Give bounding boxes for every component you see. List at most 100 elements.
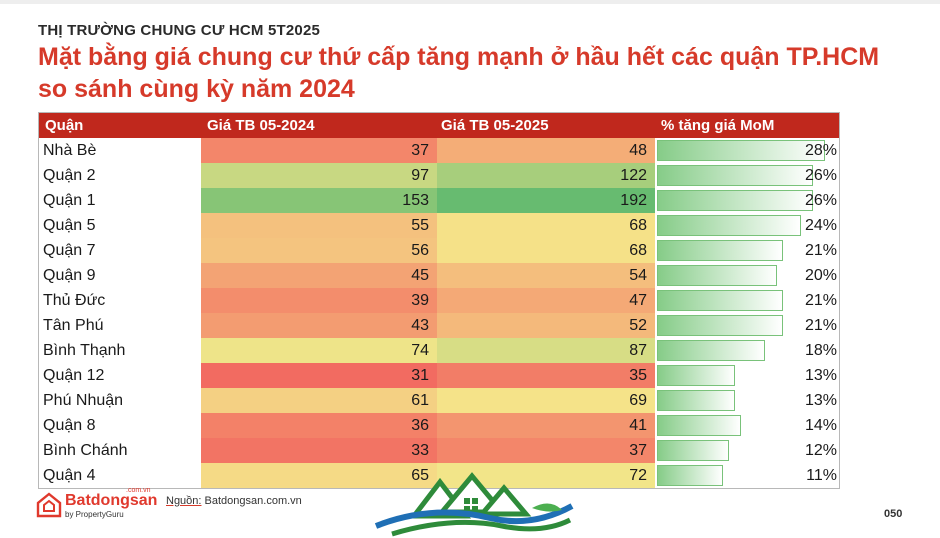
growth-label: 28%: [804, 142, 837, 159]
growth-bar: [657, 440, 729, 461]
report-title: Mặt bằng giá chung cư thứ cấp tăng mạnh …: [38, 41, 879, 105]
growth-label: 24%: [804, 217, 837, 234]
growth-cell: 21%: [655, 313, 839, 338]
growth-cell: 20%: [655, 263, 839, 288]
growth-bar: [657, 365, 735, 386]
growth-bar: [657, 165, 813, 186]
growth-label: 26%: [804, 192, 837, 209]
page-number: 050: [884, 508, 903, 520]
growth-cell: 21%: [655, 238, 839, 263]
growth-label: 14%: [804, 417, 837, 434]
growth-cell: 14%: [655, 413, 839, 438]
growth-label: 18%: [804, 342, 837, 359]
district-cell: Thủ Đức: [39, 288, 201, 313]
table-row: Quận 5 55 68 24%: [39, 213, 839, 238]
growth-label: 21%: [804, 292, 837, 309]
table-row: Nhà Bè 37 48 28%: [39, 138, 839, 163]
district-cell: Tân Phú: [39, 313, 201, 338]
table-body: Nhà Bè 37 48 28% Quận 2 97 122 26% Quận 1 153 192 2…: [39, 138, 839, 488]
growth-cell: 28%: [655, 138, 839, 163]
growth-bar: [657, 265, 777, 286]
price-2025-cell: 68: [437, 213, 655, 238]
district-cell: Quận 5: [39, 213, 201, 238]
growth-cell: 11%: [655, 463, 839, 488]
growth-bar: [657, 290, 783, 311]
price-2024-cell: 36: [201, 413, 437, 438]
growth-cell: 13%: [655, 388, 839, 413]
district-cell: Quận 2: [39, 163, 201, 188]
district-cell: Quận 4: [39, 463, 201, 488]
price-2025-cell: 41: [437, 413, 655, 438]
growth-bar: [657, 390, 735, 411]
header-price-2024: Giá TB 05-2024: [207, 117, 315, 134]
growth-cell: 24%: [655, 213, 839, 238]
table-row: Quận 1 153 192 26%: [39, 188, 839, 213]
district-cell: Bình Thạnh: [39, 338, 201, 363]
table-row: Quận 2 97 122 26%: [39, 163, 839, 188]
growth-bar: [657, 415, 741, 436]
source-value: Batdongsan.com.vn: [204, 495, 302, 507]
district-cell: Quận 8: [39, 413, 201, 438]
price-2024-cell: 97: [201, 163, 437, 188]
price-2024-cell: 74: [201, 338, 437, 363]
growth-label: 20%: [804, 267, 837, 284]
price-2025-cell: 69: [437, 388, 655, 413]
price-2025-cell: 35: [437, 363, 655, 388]
price-2024-cell: 61: [201, 388, 437, 413]
district-cell: Nhà Bè: [39, 138, 201, 163]
price-table: Quận Giá TB 05-2024 Giá TB 05-2025 % tăn…: [38, 112, 840, 489]
price-2025-cell: 87: [437, 338, 655, 363]
house-logo-icon: [36, 492, 62, 518]
growth-label: 11%: [806, 467, 837, 484]
table-row: Quận 8 36 41 14%: [39, 413, 839, 438]
growth-label: 26%: [804, 167, 837, 184]
district-cell: Quận 9: [39, 263, 201, 288]
price-2024-cell: 153: [201, 188, 437, 213]
header-growth: % tăng giá MoM: [661, 117, 775, 134]
table-header: Quận Giá TB 05-2024 Giá TB 05-2025 % tăn…: [39, 113, 839, 138]
growth-bar: [657, 315, 783, 336]
growth-label: 21%: [804, 317, 837, 334]
table-row: Bình Thạnh 74 87 18%: [39, 338, 839, 363]
district-cell: Quận 12: [39, 363, 201, 388]
batdongsan-logo: Batdongsan .com.vn by PropertyGuru: [36, 487, 158, 522]
price-2025-cell: 37: [437, 438, 655, 463]
growth-bar: [657, 465, 723, 486]
growth-cell: 26%: [655, 163, 839, 188]
price-2025-cell: 54: [437, 263, 655, 288]
price-2025-cell: 52: [437, 313, 655, 338]
price-2024-cell: 65: [201, 463, 437, 488]
growth-bar: [657, 190, 813, 211]
title-line-1: Mặt bằng giá chung cư thứ cấp tăng mạnh …: [38, 43, 880, 71]
price-2024-cell: 33: [201, 438, 437, 463]
table-row: Tân Phú 43 52 21%: [39, 313, 839, 338]
growth-cell: 26%: [655, 188, 839, 213]
growth-cell: 13%: [655, 363, 839, 388]
growth-label: 21%: [804, 242, 837, 259]
price-2024-cell: 56: [201, 238, 437, 263]
table-row: Quận 9 45 54 20%: [39, 263, 839, 288]
logo-domain-suffix: .com.vn: [126, 487, 151, 494]
price-2024-cell: 43: [201, 313, 437, 338]
logo-byline: by PropertyGuru: [65, 510, 124, 519]
district-cell: Bình Chánh: [39, 438, 201, 463]
table-row: Bình Chánh 33 37 12%: [39, 438, 839, 463]
price-2025-cell: 122: [437, 163, 655, 188]
report-subtitle: THỊ TRƯỜNG CHUNG CƯ HCM 5T2025: [38, 22, 321, 39]
growth-label: 13%: [804, 392, 837, 409]
logo-name: Batdongsan: [65, 492, 158, 509]
growth-bar: [657, 140, 825, 161]
growth-label: 13%: [804, 367, 837, 384]
table-row: Phú Nhuận 61 69 13%: [39, 388, 839, 413]
table-row: Quận 12 31 35 13%: [39, 363, 839, 388]
price-2024-cell: 39: [201, 288, 437, 313]
price-2024-cell: 45: [201, 263, 437, 288]
top-border: [0, 0, 940, 4]
price-2025-cell: 68: [437, 238, 655, 263]
table-row: Quận 7 56 68 21%: [39, 238, 839, 263]
growth-cell: 18%: [655, 338, 839, 363]
district-cell: Quận 1: [39, 188, 201, 213]
growth-bar: [657, 240, 783, 261]
title-line-2: so sánh cùng kỳ năm 2024: [38, 75, 355, 103]
growth-bar: [657, 340, 765, 361]
